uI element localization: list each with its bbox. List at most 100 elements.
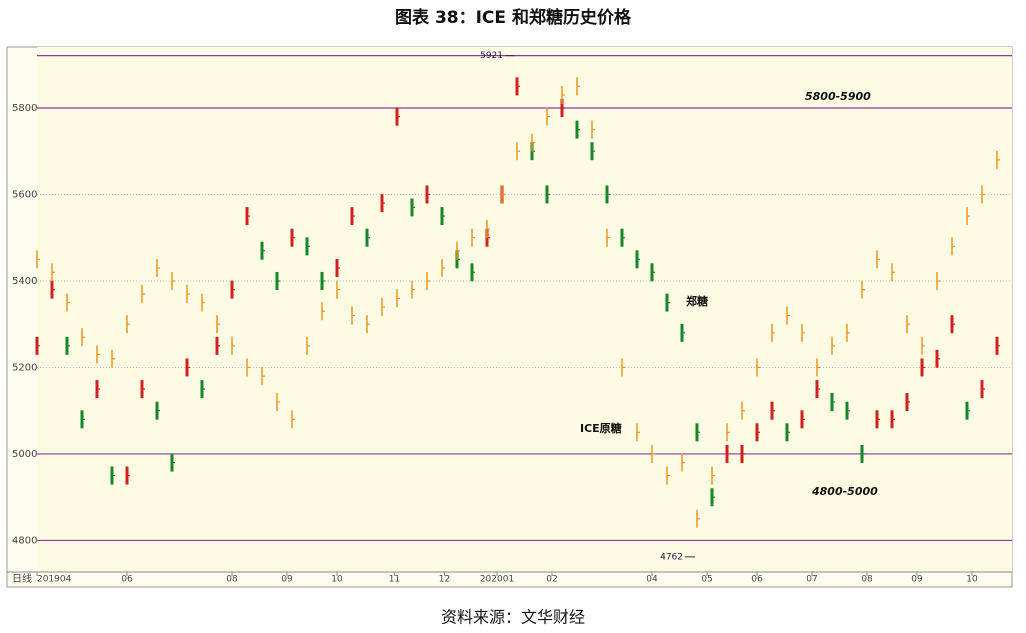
- price-bar: [50, 280, 55, 299]
- price-bar: [291, 410, 295, 429]
- y-tick-label: 5000: [12, 449, 37, 460]
- price-bar: [216, 315, 220, 334]
- annotation: 郑糖: [686, 294, 708, 308]
- price-bar: [816, 358, 820, 377]
- price-bar: [710, 488, 715, 507]
- annotation: 4800-5000: [811, 485, 878, 498]
- x-tick-label: 11: [389, 575, 400, 585]
- x-tick-label: 06: [751, 575, 763, 585]
- price-bar: [785, 423, 790, 442]
- price-bar: [336, 280, 340, 299]
- price-bar: [846, 323, 850, 342]
- price-bar: [920, 358, 925, 377]
- price-bar: [590, 142, 595, 161]
- y-tick-label: 5200: [12, 362, 37, 373]
- price-bar: [996, 150, 1000, 169]
- price-bar: [290, 228, 295, 247]
- price-bar: [966, 207, 970, 226]
- price-bar: [621, 358, 625, 377]
- price-bar: [261, 367, 265, 386]
- price-bar: [96, 345, 100, 364]
- price-bar: [185, 358, 190, 377]
- price-bar: [200, 380, 205, 399]
- x-tick-label: 202001: [480, 575, 514, 585]
- price-bar: [215, 336, 220, 355]
- period-label: 日线: [12, 572, 32, 585]
- x-tick-label: 10: [331, 575, 343, 585]
- x-tick-label: 06: [121, 575, 133, 585]
- y-tick-label: 5800: [12, 103, 37, 114]
- price-bar: [876, 250, 880, 269]
- price-bar: [546, 107, 550, 126]
- price-bar: [321, 302, 325, 321]
- y-tick-label: 5600: [12, 189, 37, 200]
- x-tick-label: 05: [701, 575, 712, 585]
- price-bar: [665, 293, 670, 312]
- x-tick-label: 201904: [37, 575, 72, 585]
- extreme-label: 4762: [660, 552, 683, 562]
- price-bar: [711, 466, 715, 485]
- price-bar: [845, 401, 850, 420]
- price-bar: [171, 271, 175, 290]
- price-bar: [995, 336, 1000, 355]
- price-bar: [636, 423, 640, 442]
- price-bar: [351, 306, 355, 325]
- price-bar: [305, 237, 310, 256]
- price-bar: [95, 380, 100, 399]
- price-bar: [410, 198, 415, 217]
- price-bar: [320, 271, 325, 290]
- price-bar: [425, 185, 430, 204]
- price-bar: [141, 284, 145, 303]
- price-bar: [951, 237, 955, 256]
- price-bar: [126, 315, 130, 334]
- price-bar: [620, 228, 625, 247]
- price-bar: [80, 410, 85, 429]
- price-bar: [651, 444, 655, 463]
- price-bar: [831, 336, 835, 355]
- price-bar: [411, 280, 415, 299]
- price-bar: [605, 185, 610, 204]
- price-bar: [366, 315, 370, 334]
- chart-title: 图表 38：ICE 和郑糖历史价格: [395, 7, 632, 28]
- price-bar: [606, 228, 610, 247]
- price-bar: [111, 349, 115, 368]
- price-bar: [201, 293, 205, 312]
- price-bar: [155, 401, 160, 420]
- price-bar: [695, 423, 700, 442]
- price-bar: [245, 207, 250, 226]
- price-bar: [335, 258, 340, 277]
- price-bar: [275, 271, 280, 290]
- price-bar: [501, 185, 505, 204]
- price-bar: [186, 284, 190, 303]
- x-tick-label: 09: [281, 575, 293, 585]
- price-bar: [635, 250, 640, 269]
- x-tick-label: 09: [911, 575, 923, 585]
- price-bar: [246, 358, 250, 377]
- x-tick-label: 08: [226, 575, 238, 585]
- price-bar: [801, 323, 805, 342]
- price-bar: [516, 142, 520, 161]
- x-tick-label: 02: [546, 575, 557, 585]
- extreme-label: 5921: [480, 51, 503, 61]
- price-bar: [666, 466, 670, 485]
- price-bar: [650, 263, 655, 282]
- price-bar: [365, 228, 370, 247]
- price-bar: [66, 293, 70, 312]
- y-tick-label: 5400: [12, 276, 37, 287]
- price-bar: [830, 393, 835, 412]
- plot-area: [37, 47, 1012, 572]
- price-bar: [935, 349, 940, 368]
- price-bar: [740, 444, 745, 463]
- price-bar: [230, 280, 235, 299]
- price-bar: [815, 380, 820, 399]
- price-bar: [800, 410, 805, 429]
- price-bar: [726, 423, 730, 442]
- x-tick-label: 08: [861, 575, 873, 585]
- price-bar: [770, 401, 775, 420]
- price-bar: [756, 358, 760, 377]
- price-bar: [441, 258, 445, 277]
- price-bar: [456, 241, 460, 260]
- price-bar: [965, 401, 970, 420]
- price-bar: [170, 453, 175, 472]
